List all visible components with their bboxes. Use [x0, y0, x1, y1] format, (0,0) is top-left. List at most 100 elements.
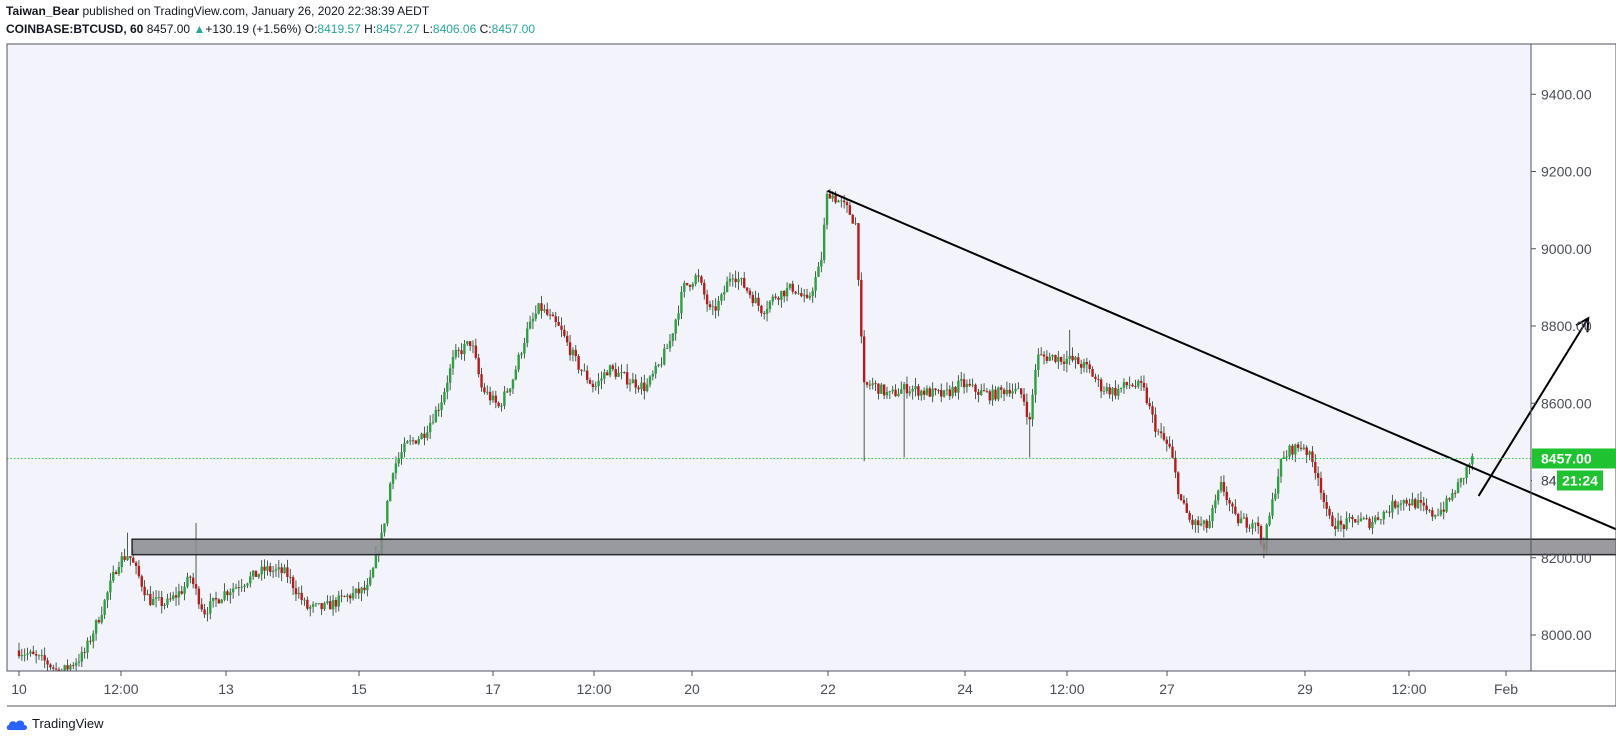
candle-body [520, 353, 523, 355]
candle-body [802, 294, 806, 297]
candle-body [763, 313, 766, 315]
candle-body [1439, 509, 1443, 515]
candle-body [1202, 520, 1206, 524]
candle-body [329, 601, 332, 610]
projection-arrow [1477, 317, 1590, 497]
candle-body [306, 599, 309, 609]
candle-body [942, 390, 946, 397]
candle-body [1399, 503, 1403, 505]
candle-body [1151, 406, 1154, 415]
candle-body [43, 655, 46, 661]
last-price-tag-label: 8457.00 [1541, 450, 1592, 466]
candle-body [748, 290, 752, 296]
candle-body [543, 309, 546, 311]
candle-body [1191, 519, 1194, 525]
candle-body [1382, 511, 1385, 520]
candle-body [797, 293, 800, 294]
change-arrow-icon: ▲ [193, 22, 206, 36]
candle-body [1145, 387, 1149, 404]
candle-body [1359, 518, 1363, 522]
candle-body [685, 282, 689, 285]
candle-body [166, 598, 169, 605]
candle-body [140, 576, 143, 587]
candle-body [911, 389, 914, 392]
candle-body [443, 391, 446, 403]
price-axis[interactable]: 8000.008200.008400.008600.008800.009000.… [1531, 86, 1592, 643]
candle-body [186, 576, 189, 587]
price-tick-label: 9000.00 [1541, 241, 1592, 257]
candle-body [1088, 364, 1091, 369]
candle-body [771, 296, 774, 302]
candle-body [49, 664, 52, 668]
candle-body [940, 390, 943, 397]
candle-body [1354, 519, 1357, 523]
candle-body [554, 316, 557, 322]
candle-body [103, 600, 106, 616]
candle-body [1391, 501, 1394, 513]
candle-body [914, 386, 917, 390]
candle-body [831, 195, 834, 199]
candle-body [523, 342, 526, 354]
author-name[interactable]: Taiwan_Bear [6, 4, 80, 18]
candle-body [368, 577, 372, 585]
time-tick-label: 17 [485, 681, 501, 697]
candle-body [1039, 354, 1043, 356]
candle-body [740, 278, 743, 280]
candle-body [608, 365, 612, 376]
candle-body [645, 384, 649, 392]
candle-body [417, 438, 420, 444]
candle-body [1054, 354, 1057, 362]
candle-body [1125, 382, 1129, 386]
support-zone [131, 538, 1616, 556]
candle-body [320, 603, 323, 610]
candle-body [1371, 521, 1374, 529]
candle-body [274, 569, 278, 571]
candle-body [900, 389, 903, 394]
candle-body [1211, 508, 1214, 522]
candle-body [191, 577, 195, 585]
candle-body [1322, 492, 1326, 503]
candle-body [223, 591, 226, 600]
candle-body [160, 597, 163, 606]
candle-body [257, 574, 261, 577]
candle-body [774, 296, 777, 298]
candle-body [854, 223, 857, 224]
symbol-label[interactable]: COINBASE:BTCUSD, 60 [6, 22, 144, 36]
candle-body [1031, 394, 1034, 420]
candle-body [560, 325, 563, 330]
candle-body [1219, 481, 1223, 491]
candle-body [822, 224, 826, 260]
candle-body [660, 364, 663, 366]
candle-body [77, 661, 81, 663]
candle-body [957, 380, 960, 393]
candle-body [1405, 500, 1408, 504]
candle-body [143, 586, 146, 596]
candle-body [1276, 476, 1280, 494]
candle-body [514, 369, 518, 380]
candle-body [94, 620, 98, 634]
candle-body [1128, 384, 1131, 386]
candle-body [317, 603, 320, 604]
candle-body [177, 591, 181, 598]
candle-body [1436, 514, 1440, 516]
candle-body [386, 501, 389, 524]
candle-body [351, 592, 355, 599]
candle-body [454, 349, 458, 358]
candle-body [1185, 503, 1188, 513]
candle-body [623, 372, 626, 373]
candle-body [134, 562, 138, 566]
tradingview-logo[interactable]: TradingView [6, 716, 104, 731]
candle-body [637, 387, 640, 390]
time-axis[interactable]: 10 12:00 13 15 17 12:00 20 22 24 12:00 27 29 12:00 Fe… [11, 671, 1518, 697]
candle-body [991, 389, 994, 401]
candle-body [768, 301, 772, 310]
candle-body [663, 348, 666, 365]
candle-body [1319, 477, 1323, 493]
candle-body [1445, 498, 1448, 512]
candle-body [151, 598, 155, 606]
candle-body [37, 655, 41, 657]
candle-body [169, 598, 172, 600]
candle-body [354, 588, 358, 593]
candle-body [1365, 518, 1368, 520]
